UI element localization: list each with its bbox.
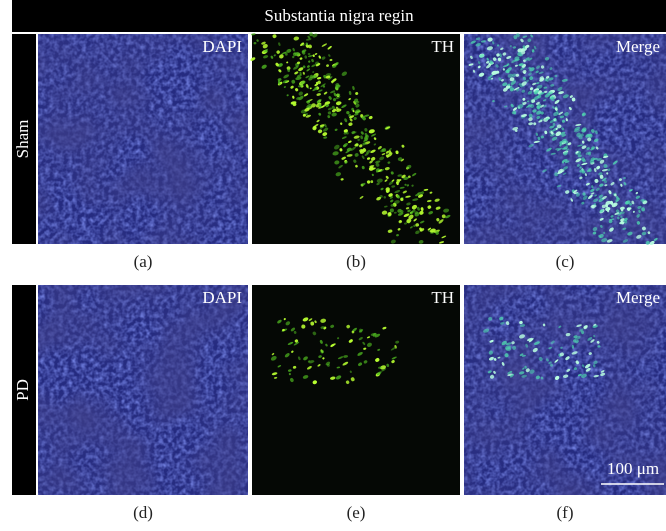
channel-label: Merge (616, 37, 660, 56)
image-bg (252, 285, 460, 495)
channel-label: TH (431, 288, 454, 307)
panel-caption: (c) (556, 252, 575, 271)
micrograph (252, 285, 460, 495)
channel-label: DAPI (202, 37, 242, 56)
row-label: Sham (13, 120, 32, 159)
micrograph (250, 32, 460, 244)
micrograph (38, 285, 248, 495)
channel-label: DAPI (202, 288, 242, 307)
figure: Substantia nigra regin Sham DAPI (a) TH (b) M… (0, 0, 666, 531)
shading (38, 285, 248, 495)
panel-caption: (b) (346, 252, 366, 271)
row-label: PD (13, 379, 32, 401)
channel-label: Merge (616, 288, 660, 307)
panel-caption: (e) (347, 503, 366, 522)
panel-caption: (a) (134, 252, 153, 271)
panel-caption: (f) (557, 503, 574, 522)
header-title: Substantia nigra regin (264, 6, 414, 25)
panel-caption: (d) (133, 503, 153, 522)
scale-bar-label: 100 μm (607, 459, 659, 478)
micrograph (38, 34, 248, 244)
channel-label: TH (431, 37, 454, 56)
micrograph (464, 33, 666, 246)
shading (38, 34, 248, 244)
